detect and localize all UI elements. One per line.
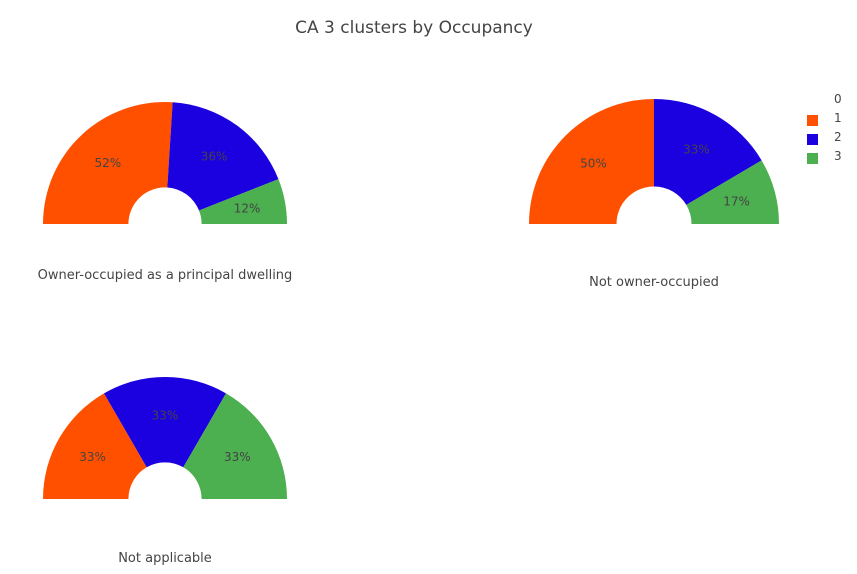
legend-swatch [807, 153, 818, 164]
slice-label-not-applicable-3: 33% [224, 450, 251, 464]
slice-not-owner-occupied-3[interactable] [686, 160, 779, 224]
slice-label-owner-occupied-1: 52% [94, 156, 121, 170]
legend-label: 0 [834, 92, 842, 106]
pie-caption-not-applicable: Not applicable [118, 551, 212, 566]
legend-label: 1 [834, 111, 842, 125]
slice-label-owner-occupied-2: 36% [201, 149, 228, 163]
slice-label-not-owner-occupied-3: 17% [723, 194, 750, 208]
slice-label-not-owner-occupied-1: 50% [580, 156, 607, 170]
slice-owner-occupied-3[interactable] [199, 179, 287, 224]
slice-not-owner-occupied-1[interactable] [529, 99, 654, 224]
slice-label-not-applicable-1: 33% [79, 450, 106, 464]
pie-caption-owner-occupied: Owner-occupied as a principal dwelling [37, 268, 293, 283]
slice-not-applicable-3[interactable] [183, 393, 287, 499]
legend-swatch [807, 115, 818, 126]
legend-label: 2 [834, 130, 842, 144]
legend-swatch [807, 134, 818, 145]
slice-not-owner-occupied-2[interactable] [654, 99, 762, 205]
pie-caption-not-owner-occupied: Not owner-occupied [589, 275, 719, 290]
slice-not-applicable-1[interactable] [43, 393, 147, 499]
chart-title: CA 3 clusters by Occupancy [295, 18, 533, 38]
slice-label-not-owner-occupied-2: 33% [683, 143, 710, 157]
legend-label: 3 [834, 149, 842, 163]
slice-owner-occupied-1[interactable] [43, 101, 173, 224]
slice-not-applicable-2[interactable] [104, 376, 226, 468]
slice-owner-occupied-2[interactable] [167, 102, 279, 211]
slice-label-not-applicable-2: 33% [152, 408, 179, 422]
slice-label-owner-occupied-3: 12% [234, 201, 261, 215]
